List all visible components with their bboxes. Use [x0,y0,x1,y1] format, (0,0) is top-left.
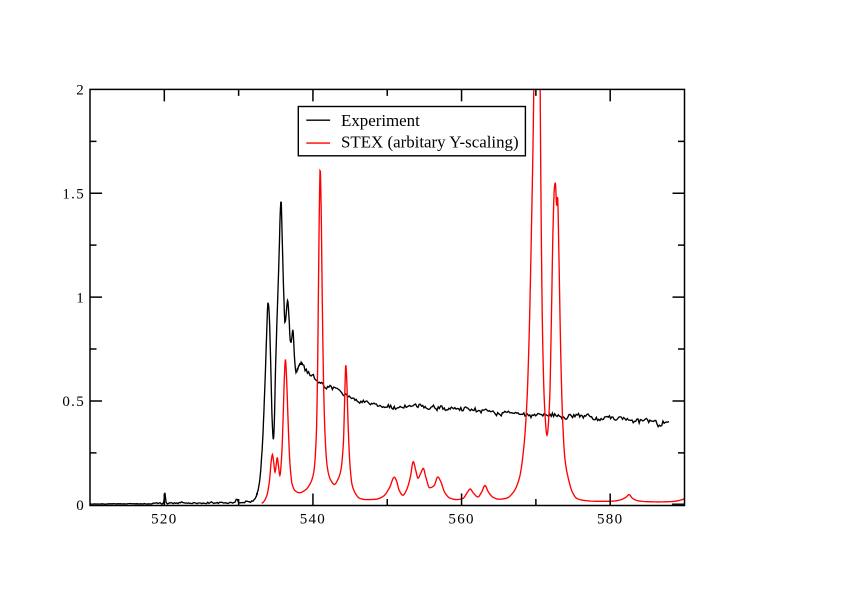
svg-text:Experiment: Experiment [341,111,420,130]
svg-text:0.5: 0.5 [62,394,85,410]
svg-text:540: 540 [300,512,326,528]
svg-text:2: 2 [76,83,85,99]
svg-text:520: 520 [151,512,177,528]
svg-text:560: 560 [448,512,474,528]
svg-text:1.5: 1.5 [62,187,85,203]
svg-text:0: 0 [76,498,85,514]
svg-text:1: 1 [76,290,85,306]
svg-text:580: 580 [597,512,623,528]
svg-text:STEX (arbitary Y-scaling): STEX (arbitary Y-scaling) [341,132,519,151]
